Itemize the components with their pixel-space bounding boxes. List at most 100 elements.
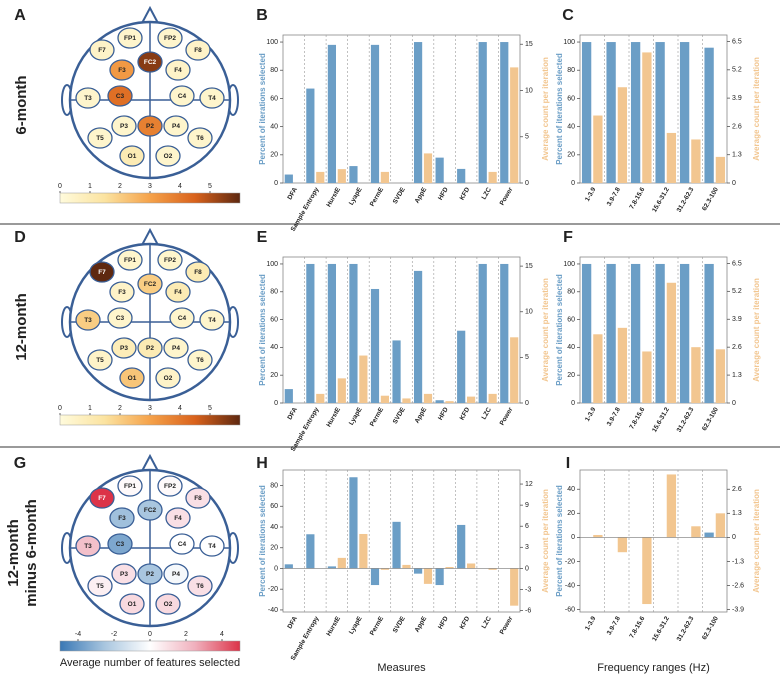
bar [617, 87, 628, 183]
panel-letter: A [14, 7, 26, 24]
electrode [111, 337, 137, 359]
electrode-label: C3 [116, 541, 125, 548]
y-tick-label: 0 [571, 180, 575, 187]
x-tick-label: 31.2-62.3 [676, 406, 696, 434]
y2-tick-label: 5.2 [732, 67, 742, 74]
y-tick-label: -60 [565, 606, 575, 613]
y-tick-label: 80 [270, 67, 278, 74]
electrode-label: C4 [178, 541, 187, 548]
y2-tick-label: 1.3 [732, 372, 742, 379]
x-tick-label: 62.3-100 [701, 186, 720, 212]
electrode [185, 261, 211, 283]
bar [423, 393, 433, 403]
panel-letter: D [14, 229, 26, 246]
electrode-label: O1 [128, 601, 137, 608]
electrode [87, 127, 113, 149]
bar [370, 44, 380, 183]
x-tick-label: 7.8-15.6 [628, 406, 646, 430]
axis-label: Percent of iterations selected [555, 53, 564, 165]
x-tick-label: 62.3-100 [701, 615, 720, 641]
colorbar-tick-label: 3 [148, 405, 152, 412]
bar [359, 533, 368, 569]
bar [284, 564, 293, 569]
axis-label: Average count per iteration [752, 57, 761, 161]
y-tick-label: 0 [571, 400, 575, 407]
y-tick-label: 80 [567, 289, 575, 296]
nose [140, 453, 160, 474]
y2-tick-label: 15 [525, 41, 533, 48]
electrode-label: P2 [146, 345, 154, 352]
row-label: 12-month [5, 519, 22, 587]
electrode [87, 575, 113, 597]
colorbar [59, 640, 241, 652]
electrode [117, 27, 143, 49]
y-tick-label: 80 [270, 482, 278, 489]
bar [392, 521, 401, 569]
bar [704, 532, 714, 538]
y-tick-label: 100 [266, 261, 278, 268]
y-tick-label: -40 [268, 607, 278, 614]
electrode [137, 115, 163, 137]
bar [593, 334, 603, 403]
y-tick-label: 60 [567, 316, 575, 323]
electrode-label: P4 [172, 571, 180, 578]
electrode [119, 145, 145, 167]
y-tick-label: 20 [567, 372, 575, 379]
bar [679, 263, 690, 403]
bar [380, 568, 390, 570]
electrode [163, 337, 189, 359]
bar [488, 393, 497, 403]
y-tick-label: 40 [270, 344, 278, 351]
y-tick-label: 60 [270, 316, 278, 323]
y-tick-label: 100 [563, 39, 575, 46]
x-tick-label: DFA [286, 186, 299, 201]
y2-tick-label: 0 [525, 400, 529, 407]
y2-tick-label: 10 [525, 87, 533, 94]
bar [617, 537, 628, 553]
y-tick-label: 100 [563, 261, 575, 268]
x-tick-label: AppE [414, 615, 429, 634]
x-tick-label: 1-3.9 [584, 186, 598, 203]
bar [370, 288, 380, 403]
y2-tick-label: 0 [732, 400, 736, 407]
x-tick-label: 62.3-100 [701, 406, 720, 432]
electrode [107, 85, 133, 107]
colorbar-tick-label: 4 [220, 631, 224, 638]
electrode [75, 87, 101, 109]
x-tick-label: LyapE [348, 186, 364, 207]
y-tick-label: 0 [274, 400, 278, 407]
y-tick-label: 60 [567, 95, 575, 102]
row-label: minus 6-month [23, 499, 40, 607]
bar [478, 42, 487, 183]
electrode [165, 59, 191, 81]
x-tick-label: 31.2-62.3 [676, 615, 696, 643]
x-tick-label: 1-3.9 [584, 615, 598, 632]
bar [435, 157, 444, 183]
electrode-label: F3 [118, 515, 126, 522]
x-tick-label: HurstE [325, 615, 342, 638]
axis-label: Percent of iterations selected [258, 53, 267, 165]
x-tick-label: DFA [286, 615, 299, 630]
panel-letter: H [256, 455, 268, 472]
bar [510, 67, 519, 183]
bar [413, 42, 423, 183]
x-tick-label: KFD [459, 615, 472, 630]
electrode [119, 367, 145, 389]
electrode-label: C3 [116, 93, 125, 100]
bar [359, 355, 368, 403]
x-tick-label: LyapE [348, 406, 364, 427]
electrode-label: T4 [208, 95, 216, 102]
electrode [169, 533, 195, 555]
y2-tick-label: 6.5 [732, 38, 742, 45]
electrode-label: FC2 [144, 59, 157, 66]
x-tick-label: 31.2-62.3 [676, 186, 696, 214]
y-tick-label: -20 [268, 586, 278, 593]
bar [642, 351, 652, 403]
electrode-label: P2 [146, 571, 154, 578]
bar [691, 526, 701, 538]
y2-tick-label: 2.6 [732, 486, 742, 493]
colorbar-tick-label: 4 [178, 183, 182, 190]
x-tick-label: 3.9-7.8 [606, 615, 622, 636]
electrode-label: P3 [120, 345, 128, 352]
bar [423, 568, 433, 584]
